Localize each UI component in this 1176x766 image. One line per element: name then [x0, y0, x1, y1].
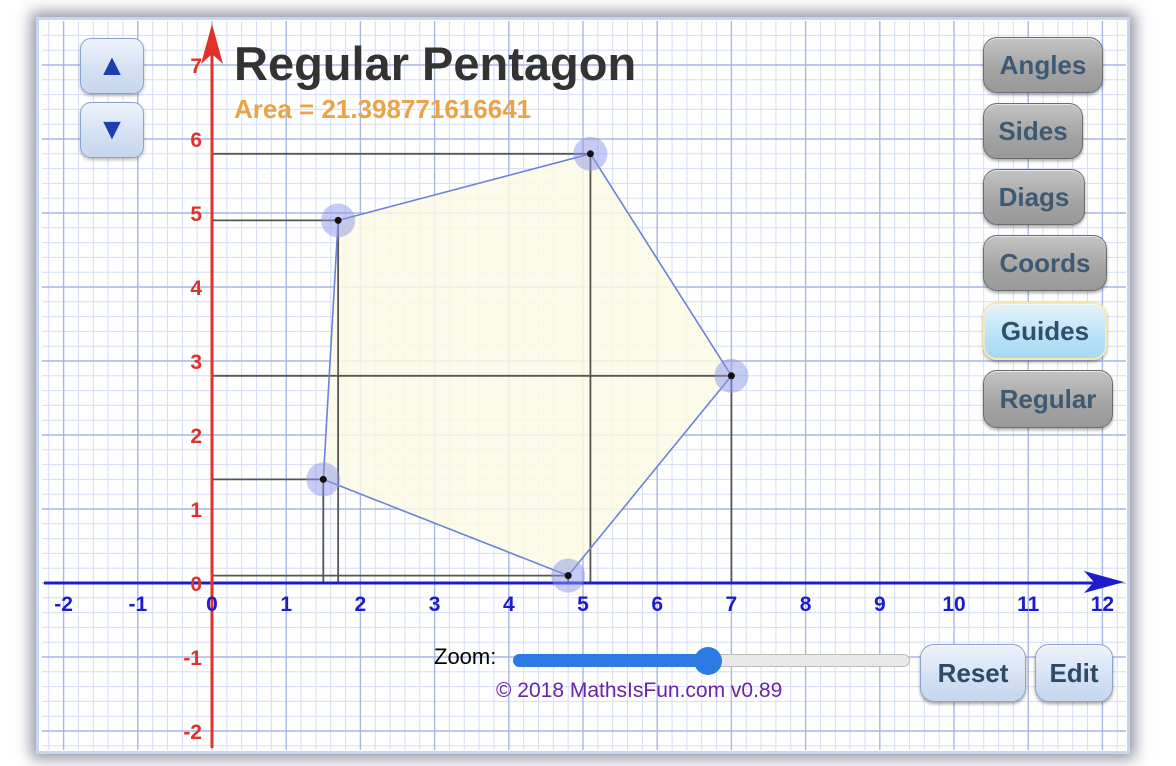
- reset-button[interactable]: Reset: [920, 644, 1026, 702]
- y-tick-label: 1: [190, 499, 202, 522]
- x-tick-label: 7: [726, 593, 738, 616]
- x-tick-label: -1: [128, 593, 147, 616]
- x-tick-label: 1: [280, 593, 292, 616]
- triangle-down-icon: ▼: [97, 113, 127, 146]
- triangle-up-icon: ▲: [97, 49, 127, 82]
- y-axis-labels: -2 -1 0 1 2 3 4 5 6 7: [183, 55, 202, 744]
- x-tick-label: 8: [800, 593, 812, 616]
- regular-button[interactable]: Regular: [983, 370, 1113, 428]
- x-tick-label: 0: [206, 593, 218, 616]
- guides-button[interactable]: Guides: [983, 302, 1107, 360]
- copyright-text: © 2018 MathsIsFun.com v0.89: [496, 679, 783, 702]
- x-tick-label: 9: [874, 593, 886, 616]
- y-tick-label: 2: [190, 425, 202, 448]
- y-tick-label: -1: [183, 647, 202, 670]
- y-tick-label: 4: [190, 277, 202, 300]
- y-tick-label: 6: [190, 129, 202, 152]
- move-up-button[interactable]: ▲: [80, 38, 144, 94]
- vertex-point: [564, 572, 572, 580]
- x-axis-labels: -2 -1 0 1 2 3 4 5 6 7 8 9 10 11 12: [54, 593, 1114, 616]
- vertex-point: [319, 475, 327, 483]
- y-tick-label: 3: [190, 351, 202, 374]
- diags-button[interactable]: Diags: [983, 169, 1085, 225]
- y-axis-arrowhead: [201, 24, 223, 64]
- x-tick-label: -2: [54, 593, 73, 616]
- page-title: Regular Pentagon: [234, 37, 637, 90]
- y-tick-label: -2: [183, 721, 202, 744]
- edit-button[interactable]: Edit: [1035, 644, 1113, 702]
- y-tick-label: 5: [190, 203, 202, 226]
- zoom-label: Zoom:: [434, 644, 497, 669]
- y-tick-label: 7: [190, 55, 202, 78]
- x-tick-label: 4: [503, 593, 515, 616]
- x-tick-label: 12: [1091, 593, 1114, 616]
- x-axis-arrowhead: [1084, 571, 1124, 593]
- x-tick-label: 6: [651, 593, 663, 616]
- angles-button[interactable]: Angles: [983, 37, 1103, 93]
- x-tick-label: 5: [577, 593, 589, 616]
- vertex-point: [727, 372, 735, 380]
- x-tick-label: 10: [942, 593, 965, 616]
- area-readout: Area = 21.398771616641: [234, 94, 532, 124]
- zoom-slider[interactable]: [513, 647, 910, 675]
- x-tick-label: 3: [429, 593, 441, 616]
- pentagon-outline: [322, 152, 733, 577]
- sides-button[interactable]: Sides: [983, 103, 1083, 159]
- x-tick-label: 2: [355, 593, 367, 616]
- zoom-slider-thumb[interactable]: [693, 647, 722, 675]
- zoom-slider-fill: [513, 654, 708, 667]
- pentagon-fill: [323, 153, 732, 576]
- vertex-handles[interactable]: [306, 136, 749, 593]
- move-down-button[interactable]: ▼: [80, 102, 144, 158]
- guide-lines: [212, 152, 733, 583]
- y-tick-label: 0: [190, 573, 202, 596]
- vertex-point: [586, 150, 594, 158]
- coords-button[interactable]: Coords: [983, 235, 1107, 291]
- x-tick-label: 11: [1017, 593, 1040, 616]
- vertex-point: [334, 216, 342, 224]
